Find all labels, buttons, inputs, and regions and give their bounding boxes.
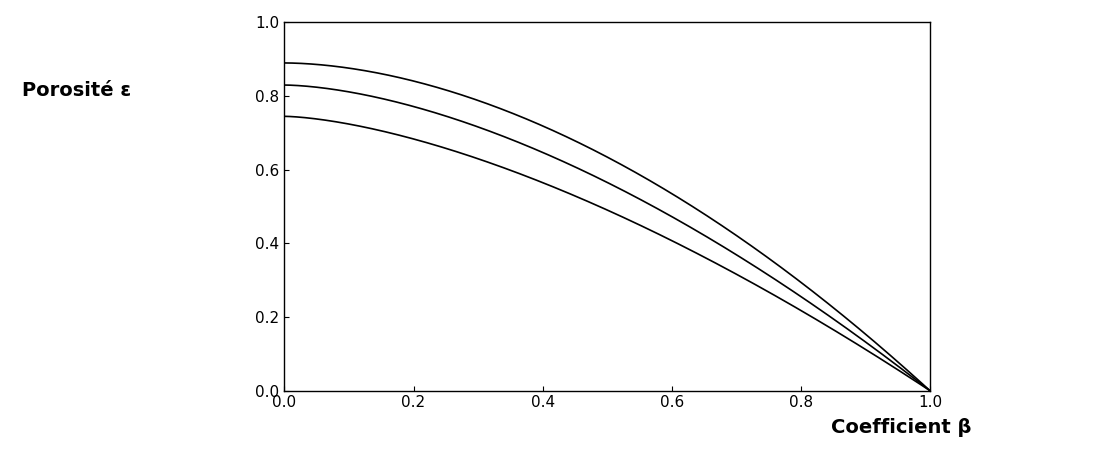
Text: Porosité ε: Porosité ε (22, 81, 131, 100)
Text: Coefficient β: Coefficient β (831, 418, 971, 436)
